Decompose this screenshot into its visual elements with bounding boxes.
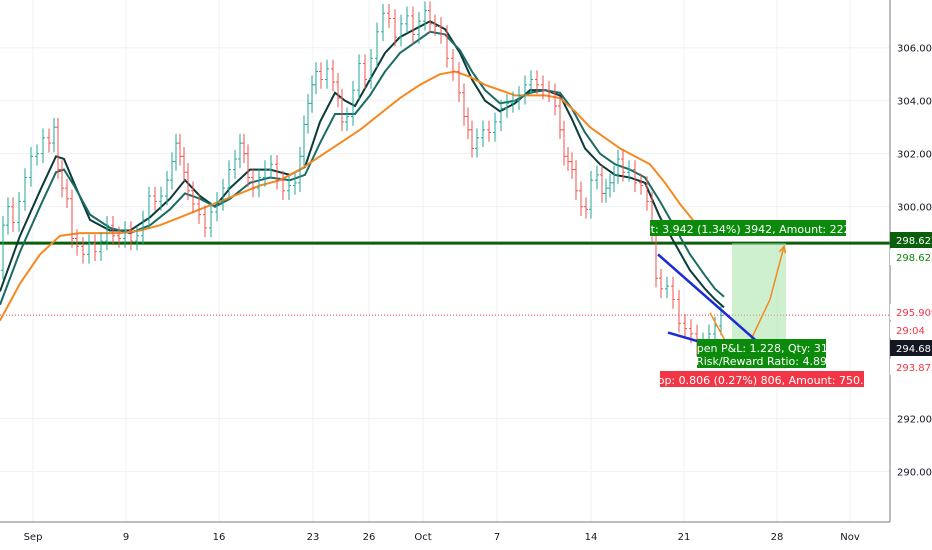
level-tag-support [890,232,932,248]
stop-label-text: Stop: 0.806 (0.27%) 806, Amount: 750.14 [646,374,877,387]
level-tag-stop-text: 293.875 [896,363,932,374]
pnl-label [697,339,826,368]
y-tick-label: 290.000 [897,468,932,479]
level-tag-entry [890,340,932,356]
pnl-label-text: Open P&L: 1.228, Qty: 310 [688,342,835,355]
level-tag-support-text: 298.622 [896,236,932,247]
y-tick-label: 300.000 [897,203,932,214]
countdown-tag-text: 29:04 [896,326,925,337]
level-tag-stop [890,359,932,375]
level-tag-entry-text: 294.681 [896,344,932,355]
level-tag-target-text: 298.623 [896,253,932,264]
stop-label [660,371,864,387]
y-tick-label: 302.000 [897,150,932,161]
target-label-text: Target: 3.942 (1.34%) 3942, Amount: 2222… [620,223,875,236]
level-tag-current-text: 295.909 [896,308,932,319]
x-tick-label: 16 [213,532,226,543]
target-label [650,220,846,236]
x-tick-label: Sep [24,532,43,543]
x-tick-label: 7 [494,532,500,543]
y-tick-label: 292.000 [897,415,932,426]
time-axis[interactable] [0,522,932,550]
x-tick-label: 14 [585,532,598,543]
y-tick-label: 306.000 [897,44,932,55]
position-labels: Target: 3.942 (1.34%) 3942, Amount: 2222… [620,220,878,387]
level-tag-current [890,304,932,320]
level-tag-target [890,249,932,265]
x-tick-label: 21 [678,532,691,543]
x-tick-label: 26 [363,532,376,543]
pnl-label-text: Risk/Reward Ratio: 4.89 [696,355,827,368]
countdown-tag [890,322,932,338]
moving-averages [0,20,725,322]
moving-average-line [0,30,725,306]
y-tick-label: 304.000 [897,97,932,108]
price-series [1,1,723,357]
x-tick-label: 28 [771,532,784,543]
x-tick-label: 9 [123,532,129,543]
x-tick-label: Nov [840,532,860,543]
grid [0,0,890,522]
profit-zone[interactable] [732,243,786,348]
trendline[interactable] [657,253,763,347]
projection-arrow-head [778,244,787,254]
moving-average-line [0,70,706,322]
x-tick-label: 23 [307,532,320,543]
price-axis[interactable] [890,0,932,550]
x-tick-label: Oct [414,532,431,543]
